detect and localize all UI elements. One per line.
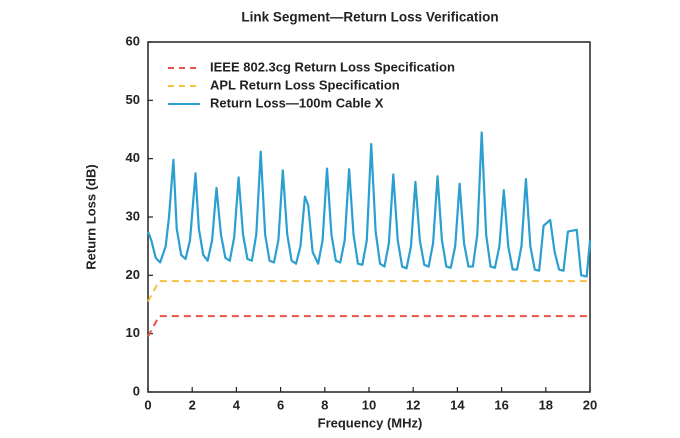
legend-label: IEEE 802.3cg Return Loss Specification (210, 59, 455, 74)
x-tick-label: 16 (494, 397, 508, 412)
y-tick-label: 60 (126, 33, 140, 48)
y-tick-label: 30 (126, 208, 140, 223)
y-tick-label: 50 (126, 92, 140, 107)
x-tick-label: 18 (539, 397, 553, 412)
legend-label: APL Return Loss Specification (210, 77, 400, 92)
x-axis-label: Frequency (MHz) (318, 415, 423, 430)
legend-label: Return Loss—100m Cable X (210, 95, 384, 110)
x-tick-label: 14 (450, 397, 465, 412)
x-tick-label: 8 (321, 397, 328, 412)
chart-title: Link Segment—Return Loss Verification (241, 10, 498, 25)
x-tick-label: 20 (583, 397, 597, 412)
y-tick-label: 10 (126, 325, 140, 340)
series-line (147, 280, 590, 303)
x-tick-label: 4 (233, 397, 241, 412)
y-tick-label: 40 (126, 150, 140, 165)
x-tick-label: 10 (362, 397, 376, 412)
series-line (146, 131, 592, 278)
x-tick-label: 12 (406, 397, 420, 412)
y-axis-label: Return Loss (dB) (83, 164, 98, 269)
x-tick-label: 2 (189, 397, 196, 412)
x-tick-label: 6 (277, 397, 284, 412)
y-tick-label: 20 (126, 267, 140, 282)
x-tick-label: 0 (144, 397, 151, 412)
y-tick-label: 0 (133, 383, 140, 398)
series-line (147, 315, 590, 338)
